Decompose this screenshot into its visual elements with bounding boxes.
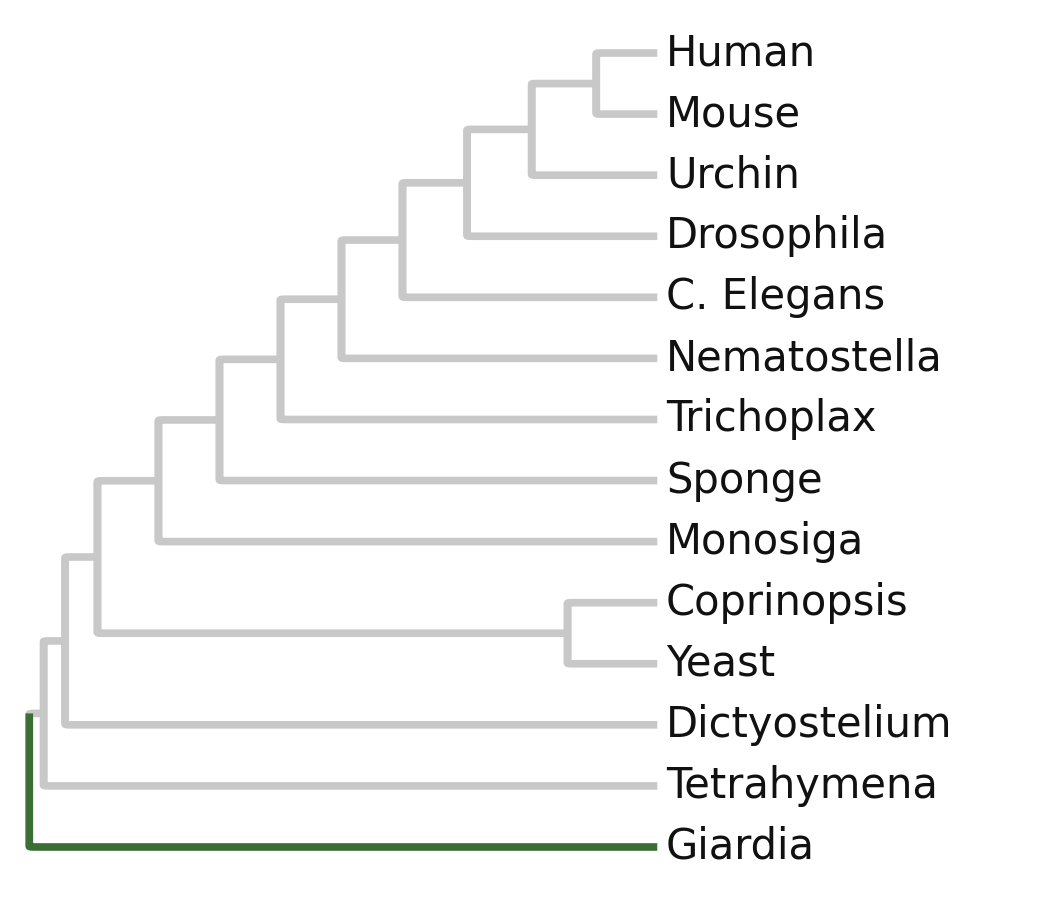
Text: Dictyostelium: Dictyostelium [666,704,952,746]
Text: Nematostella: Nematostella [666,338,943,380]
Text: Mouse: Mouse [666,93,801,135]
Text: Human: Human [666,32,816,74]
Text: Giardia: Giardia [666,826,815,868]
Text: Tetrahymena: Tetrahymena [666,765,938,807]
Text: Urchin: Urchin [666,154,799,196]
Text: Yeast: Yeast [666,643,775,685]
Text: Trichoplax: Trichoplax [666,399,876,440]
Text: Monosiga: Monosiga [666,520,864,562]
Text: C. Elegans: C. Elegans [666,276,885,319]
Text: Drosophila: Drosophila [666,215,889,257]
Text: Coprinopsis: Coprinopsis [666,581,908,624]
Text: Sponge: Sponge [666,460,822,501]
